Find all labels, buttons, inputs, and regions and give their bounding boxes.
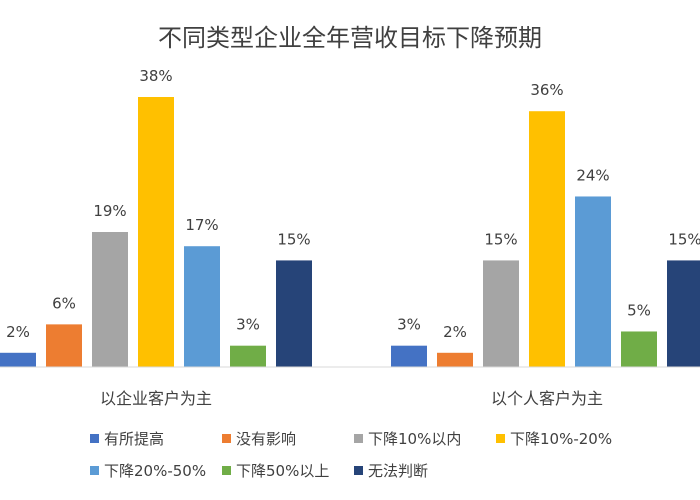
legend-label-5: 下降50%以上 [236, 462, 329, 480]
bar-1-3 [529, 111, 565, 367]
value-label-0-1: 6% [52, 294, 76, 312]
legend-swatch-5 [222, 466, 231, 475]
category-label-1: 以个人客户为主 [491, 389, 603, 408]
legend-swatch-4 [90, 466, 99, 475]
bars-group [0, 97, 700, 367]
bar-0-5 [230, 345, 266, 367]
value-label-0-4: 17% [185, 216, 218, 234]
legend-label-1: 没有影响 [236, 430, 296, 448]
bar-1-2 [483, 260, 519, 367]
legend-label-3: 下降10%-20% [510, 430, 612, 448]
value-label-0-6: 15% [277, 230, 310, 248]
value-label-1-6: 15% [668, 230, 700, 248]
legend-swatch-6 [354, 466, 363, 475]
bar-0-2 [92, 232, 128, 367]
bar-0-1 [46, 324, 82, 367]
bar-0-0 [0, 352, 36, 367]
value-label-1-0: 3% [397, 316, 421, 334]
legend-swatch-0 [90, 434, 99, 443]
bar-0-4 [184, 246, 220, 367]
category-label-0: 以企业客户为主 [100, 389, 212, 408]
legend-swatch-2 [354, 434, 363, 443]
value-label-0-3: 38% [139, 67, 172, 85]
value-label-0-5: 3% [236, 316, 260, 334]
legend-swatch-3 [496, 434, 505, 443]
value-label-1-4: 24% [576, 166, 609, 184]
value-label-1-5: 5% [627, 301, 651, 319]
bar-0-3 [138, 97, 174, 367]
bar-1-0 [391, 345, 427, 367]
legend-swatch-1 [222, 434, 231, 443]
legend-label-2: 下降10%以内 [368, 430, 461, 448]
legend: 有所提高 没有影响 下降10%以内 下降10%-20% 下降20%-50% 下降50%以上… [90, 430, 612, 480]
bar-1-4 [575, 196, 611, 367]
chart-title: 不同类型企业全年营收目标下降预期 [158, 24, 542, 52]
bar-1-5 [621, 331, 657, 367]
category-labels-group: 以企业客户为主 以个人客户为主 [100, 389, 603, 408]
bar-1-6 [667, 260, 700, 367]
value-labels-group: 2% 6% 19% 38% 17% 3% 15% 3% 2% 15% 36% 24% 5% 15% [6, 67, 700, 341]
legend-label-6: 无法判断 [368, 462, 428, 480]
value-label-0-2: 19% [93, 202, 126, 220]
value-label-1-1: 2% [443, 323, 467, 341]
legend-label-4: 下降20%-50% [104, 462, 206, 480]
value-label-1-3: 36% [530, 81, 563, 99]
bar-0-6 [276, 260, 312, 367]
legend-label-0: 有所提高 [104, 430, 164, 448]
value-label-0-0: 2% [6, 323, 30, 341]
bar-1-1 [437, 352, 473, 367]
value-label-1-2: 15% [484, 230, 517, 248]
